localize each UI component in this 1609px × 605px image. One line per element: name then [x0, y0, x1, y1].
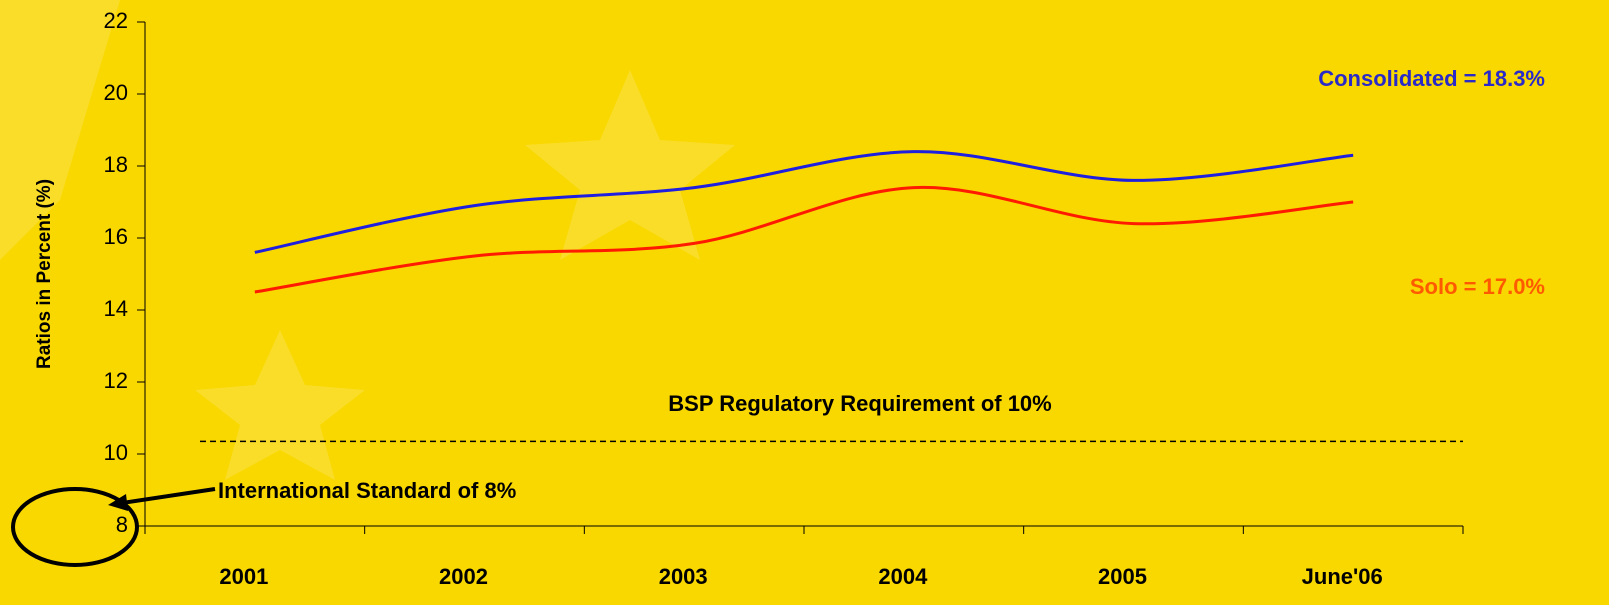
x-tick-label: 2001: [219, 564, 268, 589]
x-tick-label: 2004: [878, 564, 928, 589]
y-tick-label: 22: [104, 8, 128, 33]
x-tick-label: 2005: [1098, 564, 1147, 589]
y-tick-label: 18: [104, 152, 128, 177]
highlight-ellipse: [11, 487, 139, 567]
series-line: [254, 185, 1354, 294]
background-decoration: [0, 0, 735, 480]
y-tick-label: 12: [104, 368, 128, 393]
x-tick-label: June'06: [1302, 564, 1383, 589]
annotation: BSP Regulatory Requirement of 10%: [668, 391, 1051, 416]
ray: [0, 0, 120, 260]
star: [195, 330, 365, 480]
star: [525, 70, 735, 260]
annotation: International Standard of 8%: [218, 478, 516, 503]
y-tick-label: 8: [116, 512, 128, 537]
x-tick-label: 2002: [439, 564, 488, 589]
arrow-head: [108, 494, 128, 511]
series-line: [254, 150, 1354, 254]
y-tick-label: 16: [104, 224, 128, 249]
y-tick-label: 10: [104, 440, 128, 465]
annotation: Consolidated = 18.3%: [1318, 66, 1545, 91]
arrow-shaft: [121, 487, 216, 505]
annotation: Solo = 17.0%: [1410, 274, 1545, 299]
y-tick-label: 14: [104, 296, 128, 321]
y-tick-label: 20: [104, 80, 128, 105]
y-axis-label: Ratios in Percent (%): [34, 179, 55, 369]
x-tick-label: 2003: [659, 564, 708, 589]
